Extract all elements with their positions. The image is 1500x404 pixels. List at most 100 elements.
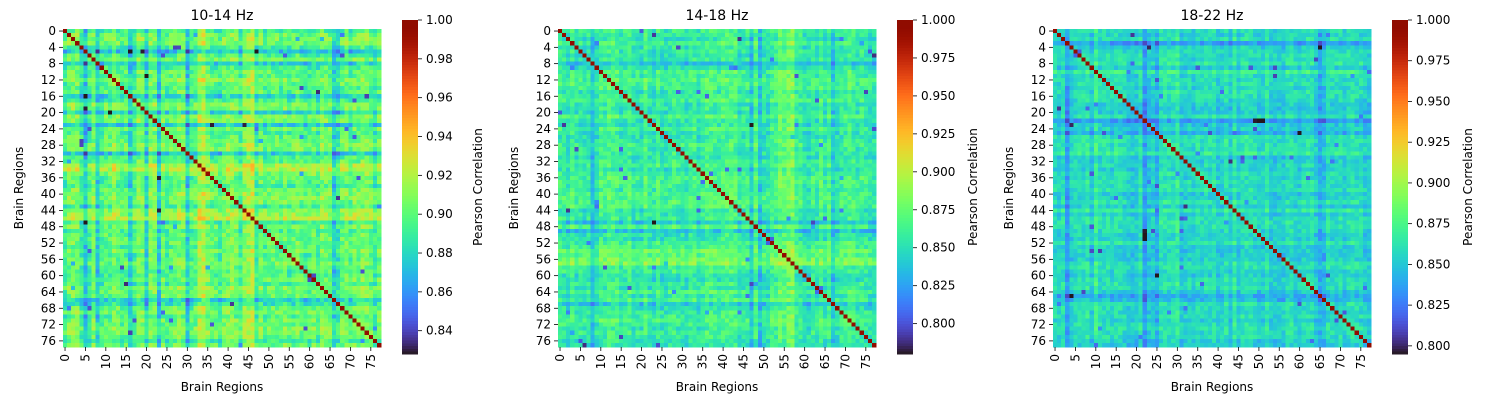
heatmap-cell <box>360 90 366 95</box>
heatmap-cell <box>336 269 341 274</box>
heatmap-cell <box>328 130 333 136</box>
heatmap-cell <box>295 265 300 270</box>
heatmap-cell <box>332 114 337 120</box>
heatmap-cell <box>205 241 211 246</box>
heatmap-cell <box>103 29 109 34</box>
heatmap-cell <box>262 37 268 42</box>
heatmap-cell <box>193 269 198 274</box>
heatmap-cell <box>279 147 284 152</box>
heatmap-cell <box>246 130 251 136</box>
heatmap-cell <box>173 224 178 230</box>
heatmap-cell <box>152 285 158 291</box>
heatmap-cell <box>348 175 353 181</box>
heatmap-cell <box>352 61 357 67</box>
heatmap-cell <box>258 29 264 34</box>
heatmap-cell <box>372 33 378 38</box>
heatmap-cell <box>209 155 215 160</box>
heatmap-cell <box>83 281 88 287</box>
heatmap-cell <box>254 122 260 128</box>
heatmap-cell <box>67 285 72 291</box>
heatmap-cell <box>323 175 329 181</box>
heatmap-cell <box>120 151 125 156</box>
heatmap-cell <box>189 49 194 54</box>
heatmap-cell <box>368 94 374 99</box>
heatmap-cell <box>234 232 239 238</box>
heatmap-cell <box>185 114 190 120</box>
heatmap-cell <box>376 151 382 156</box>
heatmap-cell <box>344 102 349 107</box>
heatmap-cell <box>107 143 113 148</box>
heatmap-cell <box>368 147 374 152</box>
heatmap-cell <box>356 249 361 254</box>
heatmap-cell <box>205 188 211 193</box>
heatmap-cell <box>299 159 304 164</box>
heatmap-cell <box>230 265 235 270</box>
heatmap-cell <box>111 90 117 95</box>
heatmap-cell <box>111 61 117 67</box>
heatmap-cell <box>124 257 129 262</box>
heatmap-cell <box>136 273 141 279</box>
heatmap-cell <box>250 192 255 197</box>
heatmap-cell <box>63 151 68 156</box>
heatmap-cell <box>87 73 92 79</box>
heatmap-cell <box>328 261 333 266</box>
heatmap-cell <box>226 163 231 168</box>
heatmap-cell <box>156 175 162 181</box>
heatmap-cell <box>193 86 198 91</box>
heatmap-cell <box>299 257 304 262</box>
heatmap-cell <box>242 151 247 156</box>
heatmap-cell <box>344 171 349 177</box>
heatmap-cell <box>128 151 133 156</box>
heatmap-cell <box>242 110 247 115</box>
heatmap-cell <box>250 220 255 226</box>
heatmap-cell <box>238 212 243 217</box>
heatmap-cell <box>67 98 72 103</box>
heatmap-cell <box>275 147 280 152</box>
heatmap-cell <box>291 192 296 197</box>
heatmap-cell <box>307 82 313 87</box>
heatmap-cell <box>275 37 280 42</box>
heatmap-cell <box>116 228 121 234</box>
heatmap-cell <box>201 208 207 213</box>
heatmap-cell <box>307 126 313 132</box>
heatmap-cell <box>250 232 255 238</box>
heatmap-cell <box>340 188 345 193</box>
heatmap-cell <box>287 285 292 291</box>
heatmap-cell <box>328 65 333 71</box>
heatmap-cell <box>103 90 109 95</box>
heatmap-cell <box>63 155 68 160</box>
heatmap-cell <box>360 65 366 71</box>
heatmap-cell <box>226 192 231 197</box>
heatmap-cell <box>83 90 88 95</box>
heatmap-cell <box>197 86 202 91</box>
heatmap-cell <box>91 122 96 128</box>
heatmap-cell <box>295 143 300 148</box>
heatmap-cell <box>209 163 215 168</box>
heatmap-cell <box>323 114 329 120</box>
heatmap-cell <box>79 130 84 136</box>
heatmap-cell <box>222 73 227 79</box>
heatmap-cell <box>79 232 84 238</box>
heatmap-cell <box>348 41 353 46</box>
heatmap-cell <box>209 273 215 279</box>
heatmap-cell <box>328 249 333 254</box>
heatmap-cell <box>283 143 288 148</box>
heatmap-cell <box>226 94 231 99</box>
heatmap-cell <box>181 216 186 221</box>
heatmap-cell <box>360 183 366 189</box>
heatmap-cell <box>209 208 215 213</box>
heatmap-cell <box>148 114 154 120</box>
heatmap-cell <box>87 130 92 136</box>
heatmap-cell <box>177 155 182 160</box>
heatmap-cell <box>323 204 329 209</box>
heatmap-cell <box>124 151 129 156</box>
heatmap-cell <box>328 216 333 221</box>
heatmap-cell <box>291 86 296 91</box>
heatmap-cell <box>230 159 235 164</box>
heatmap-cell <box>348 61 353 67</box>
heatmap-cell <box>250 114 255 120</box>
heatmap-cell <box>348 73 353 79</box>
heatmap-cell <box>95 98 101 103</box>
heatmap-cell <box>67 241 72 246</box>
heatmap-cell <box>275 73 280 79</box>
